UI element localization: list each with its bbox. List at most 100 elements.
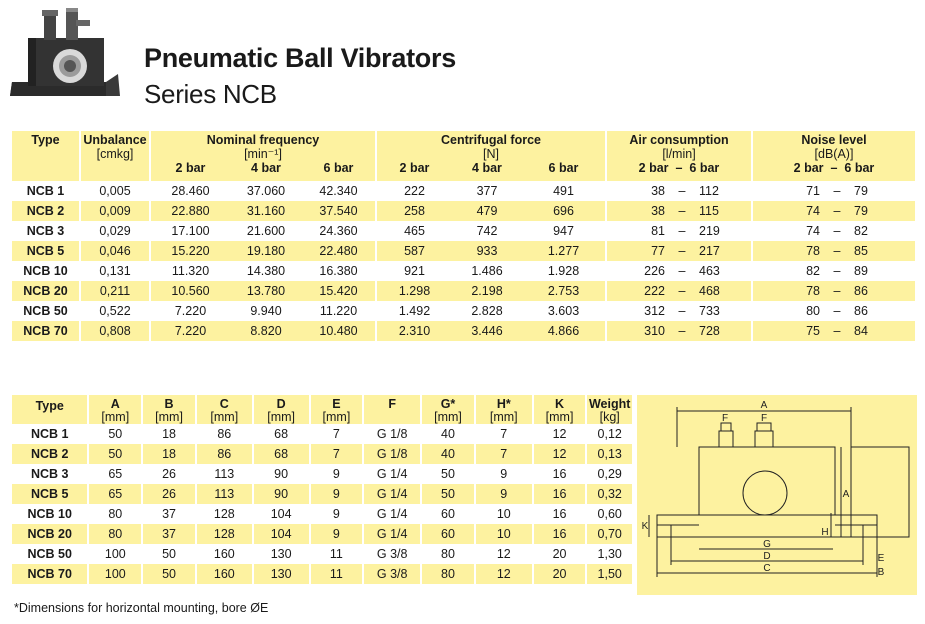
dim-a-cell: 100	[87, 564, 143, 584]
dimensions-row: NCB 70 100 50 160 130 11 G 3/8 80 12 20 1,50	[12, 564, 632, 584]
force-6bar-cell: 947	[553, 224, 574, 238]
freq-4bar-cell: 37.060	[246, 184, 286, 198]
force-2bar-cell: 2.310	[375, 321, 452, 341]
freq-4bar-cell: 14.380	[246, 264, 286, 278]
force-4bar-cell: 2.198	[471, 284, 503, 298]
force-6bar-cell: 1.928	[547, 264, 580, 278]
row-type: NCB 5	[30, 487, 69, 501]
label-c: C	[763, 563, 770, 574]
dim-g-cell: 60	[420, 524, 475, 544]
dim-w-cell: 0,13	[585, 444, 632, 464]
row-type: NCB 3	[26, 224, 65, 238]
col-type: Type	[31, 133, 60, 147]
air-range-cell: 222–468	[605, 281, 752, 301]
air-range-cell: 226–463	[605, 261, 752, 281]
row-type: NCB 20	[27, 527, 72, 541]
freq-2bar-cell: 28.460	[149, 181, 230, 201]
force-4bar-cell: 1.486	[471, 264, 503, 278]
dimensions-row: NCB 20 80 37 128 104 9 G 1/4 60 10 16 0,70	[12, 524, 632, 544]
dim-c-cell: 113	[194, 484, 253, 504]
force-4bar-cell: 3.446	[471, 324, 503, 338]
freq-4bar: 4 bar	[251, 161, 281, 175]
dim-b-cell: 18	[141, 424, 196, 444]
force-4bar-cell: 742	[476, 224, 498, 238]
performance-row: NCB 5 0,046 15.220 19.180 22.480 587 933 1.277 7…	[12, 241, 915, 261]
force-4bar-cell: 479	[476, 204, 498, 218]
dim-g-cell: 50	[420, 464, 475, 484]
force-2bar-cell: 465	[375, 221, 452, 241]
label-a-top: A	[761, 400, 768, 411]
dim-c-cell: 113	[194, 464, 253, 484]
row-type: NCB 70	[23, 324, 68, 338]
air-range-header: 2 bar – 6 bar	[605, 161, 752, 181]
dim-col-h: H* [mm]	[473, 395, 533, 424]
dim-d-cell: 104	[251, 504, 310, 524]
dim-d-cell: 68	[251, 424, 310, 444]
dimensions-row: NCB 5 65 26 113 90 9 G 1/4 50 9 16 0,32	[12, 484, 632, 504]
dim-f-cell: G 3/8	[362, 564, 422, 584]
dim-f-cell: G 1/4	[362, 484, 422, 504]
noise-range-cell: 74–82	[751, 221, 915, 241]
dim-k-cell: 16	[531, 524, 587, 544]
force-2bar-cell: 1.298	[375, 281, 452, 301]
label-d: D	[763, 551, 770, 562]
force-4bar-cell: 377	[476, 184, 498, 198]
dim-d-cell: 90	[251, 484, 310, 504]
dim-e-cell: 7	[308, 424, 364, 444]
dimensions-row: NCB 10 80 37 128 104 9 G 1/4 60 10 16 0,60	[12, 504, 632, 524]
dim-col-g: G* [mm]	[420, 395, 475, 424]
dim-c-cell: 86	[194, 424, 253, 444]
col-force: Centrifugal force [N]	[375, 131, 606, 161]
air-range-cell: 38–112	[605, 181, 752, 201]
row-type: NCB 3	[30, 467, 69, 481]
freq-2bar-cell: 7.220	[149, 301, 230, 321]
dim-col-e: E [mm]	[308, 395, 364, 424]
unbalance-cell: 0,009	[79, 201, 150, 221]
freq-6bar: 6 bar	[323, 161, 354, 175]
freq-2bar-cell: 22.880	[149, 201, 230, 221]
dim-e-cell: 9	[308, 484, 364, 504]
force-6bar-cell: 1.277	[547, 244, 580, 258]
dim-col-type: Type	[35, 399, 64, 413]
dim-b-cell: 37	[141, 504, 196, 524]
dim-e-cell: 7	[308, 444, 364, 464]
dimensions-row: NCB 2 50 18 86 68 7 G 1/8 40 7 12 0,13	[12, 444, 632, 464]
dim-f-cell: G 1/4	[362, 524, 422, 544]
row-type: NCB 10	[27, 507, 72, 521]
label-h: H	[821, 527, 828, 538]
dim-g-cell: 40	[420, 424, 475, 444]
freq-4bar-cell: 19.180	[246, 244, 286, 258]
dim-h-cell: 12	[473, 564, 533, 584]
dim-b-cell: 26	[141, 484, 196, 504]
performance-row: NCB 50 0,522 7.220 9.940 11.220 1.492 2.828 3.6…	[12, 301, 915, 321]
dimensions-table: Type A [mm] B [mm] C [mm] D [mm] E [mm] F G*[…	[12, 395, 632, 584]
dim-w-cell: 1,50	[585, 564, 632, 584]
performance-row: NCB 3 0,029 17.100 21.600 24.360 465 742 947 81–…	[12, 221, 915, 241]
dim-e-cell: 9	[308, 524, 364, 544]
freq-2bar-cell: 17.100	[149, 221, 230, 241]
dim-w-cell: 0,32	[585, 484, 632, 504]
freq-6bar-cell: 15.420	[319, 284, 358, 298]
dim-e-cell: 9	[308, 504, 364, 524]
dimensions-row: NCB 3 65 26 113 90 9 G 1/4 50 9 16 0,29	[12, 464, 632, 484]
freq-6bar-cell: 16.380	[319, 264, 358, 278]
dim-a-cell: 50	[87, 444, 143, 464]
dim-a-cell: 100	[87, 544, 143, 564]
noise-range-cell: 80–86	[751, 301, 915, 321]
air-range-cell: 310–728	[605, 321, 752, 341]
label-e: E	[878, 553, 885, 564]
freq-4bar-cell: 13.780	[246, 284, 286, 298]
force-2bar-cell: 921	[375, 261, 452, 281]
dim-col-a: A [mm]	[87, 395, 143, 424]
dim-a-cell: 80	[87, 524, 143, 544]
freq-6bar-cell: 22.480	[319, 244, 358, 258]
freq-2bar-cell: 15.220	[149, 241, 230, 261]
force-2bar-cell: 222	[375, 181, 452, 201]
dim-col-k: K [mm]	[531, 395, 587, 424]
dim-f-cell: G 1/4	[362, 464, 422, 484]
air-range-cell: 38–115	[605, 201, 752, 221]
performance-row: NCB 2 0,009 22.880 31.160 37.540 258 479 696 38–…	[12, 201, 915, 221]
page-subtitle: Series NCB	[144, 79, 277, 109]
dim-b-cell: 50	[141, 544, 196, 564]
dim-col-d: D [mm]	[251, 395, 310, 424]
